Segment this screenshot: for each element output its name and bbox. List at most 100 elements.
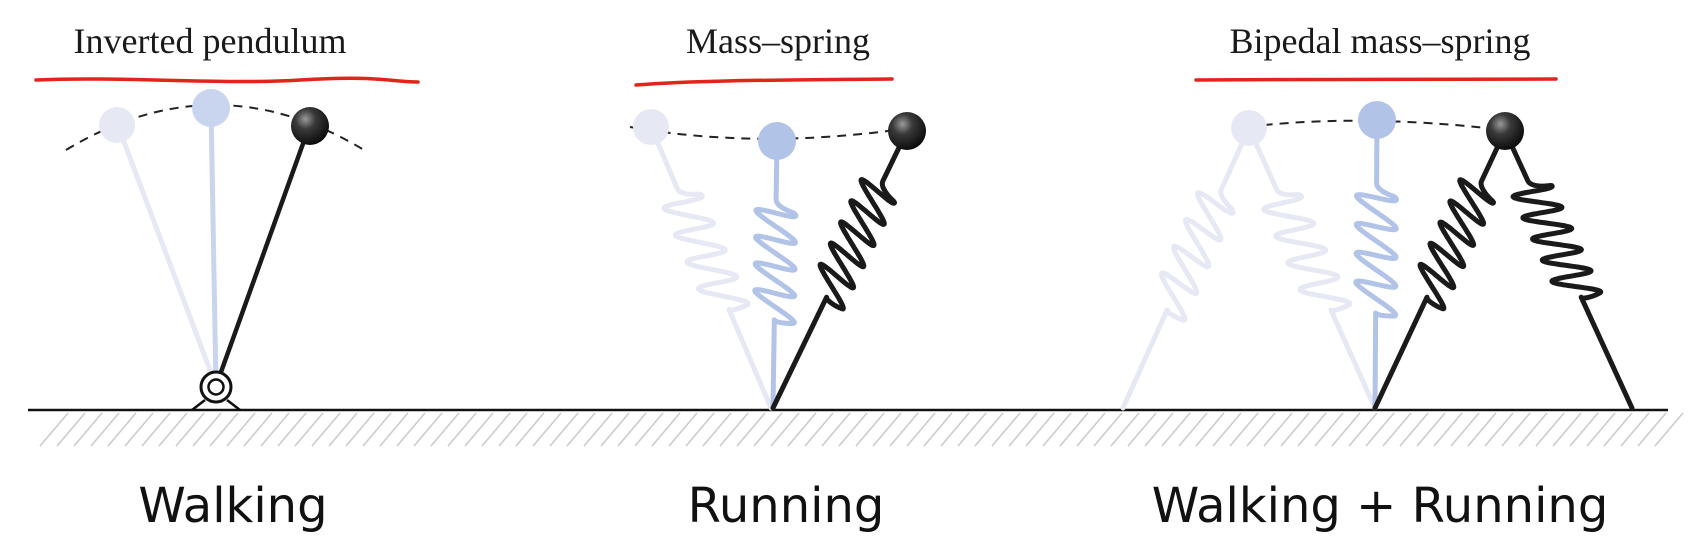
ground-hatch-stroke bbox=[1263, 412, 1293, 447]
ground-hatch-stroke bbox=[1535, 412, 1565, 447]
ground-hatch-stroke bbox=[991, 412, 1021, 447]
spring-leg-path bbox=[1246, 125, 1378, 411]
ground-hatch-stroke bbox=[260, 412, 290, 447]
ground-hatch-stroke bbox=[1399, 412, 1429, 447]
ground-hatch-stroke bbox=[719, 412, 749, 447]
ground-hatch-stroke bbox=[1552, 412, 1582, 447]
ground-hatch-stroke bbox=[90, 412, 120, 447]
ground-hatch-stroke bbox=[1467, 412, 1497, 447]
ground-hatch-stroke bbox=[1195, 412, 1225, 447]
ground-hatch-stroke bbox=[1110, 412, 1140, 447]
mass-spring-mass-ghost-middle bbox=[758, 122, 796, 160]
ground-hatch-stroke bbox=[957, 412, 987, 447]
spring-leg-path bbox=[770, 128, 910, 411]
ground-hatch-stroke bbox=[1246, 412, 1276, 447]
bipedal-leg-front bbox=[1502, 128, 1635, 411]
ground-hatch-stroke bbox=[1603, 412, 1633, 447]
ground-hatch-stroke bbox=[753, 412, 783, 447]
panel-1-title-underline bbox=[34, 76, 420, 84]
ground-hatch-stroke bbox=[1297, 412, 1327, 447]
pivot-support bbox=[191, 399, 241, 411]
ground-hatch-stroke bbox=[1637, 412, 1667, 447]
pendulum-leg bbox=[213, 126, 312, 387]
ground-hatch-stroke bbox=[294, 412, 324, 447]
pendulum-mass-ghost-left bbox=[99, 107, 135, 143]
ground-hatch-stroke bbox=[566, 412, 596, 447]
panel-1-caption: Walking bbox=[138, 478, 327, 534]
bipedal-mass-ghost-middle bbox=[1358, 101, 1396, 139]
ground-hatch-stroke bbox=[1416, 412, 1446, 447]
ground-hatch-stroke bbox=[277, 412, 307, 447]
ground-hatch-stroke bbox=[923, 412, 953, 447]
ground-hatch-stroke bbox=[736, 412, 766, 447]
ground-hatch-stroke bbox=[328, 412, 358, 447]
inverted-pendulum-model bbox=[65, 89, 365, 411]
ground-hatch-stroke bbox=[872, 412, 902, 447]
pendulum-mass-ghost-middle bbox=[192, 89, 230, 127]
ground-hatch-stroke bbox=[447, 412, 477, 447]
ground-hatch-stroke bbox=[1076, 412, 1106, 447]
ground-hatch-stroke bbox=[1450, 412, 1480, 447]
ground-hatch-stroke bbox=[1144, 412, 1174, 447]
ground-hatch-stroke bbox=[396, 412, 426, 447]
ground-hatch-stroke bbox=[651, 412, 681, 447]
ground-hatch-stroke bbox=[1229, 412, 1259, 447]
ground-hatch-stroke bbox=[889, 412, 919, 447]
ground-hatch-stroke bbox=[787, 412, 817, 447]
ground-hatch-stroke bbox=[141, 412, 171, 447]
ground-hatch-stroke bbox=[430, 412, 460, 447]
ground-hatch-stroke bbox=[1484, 412, 1514, 447]
bipedal-mass-spring-model bbox=[1120, 101, 1635, 411]
ground-hatch-stroke bbox=[1586, 412, 1616, 447]
pivot-joint-inner bbox=[207, 378, 225, 396]
spring-leg-path bbox=[1353, 117, 1399, 411]
ground-hatch-stroke bbox=[1178, 412, 1208, 447]
ground-hatch-stroke bbox=[1518, 412, 1548, 447]
ground-hatch-stroke bbox=[1331, 412, 1361, 447]
ground-hatch-stroke bbox=[906, 412, 936, 447]
ground-hatch-stroke bbox=[175, 412, 205, 447]
ground-hatch-stroke bbox=[311, 412, 341, 447]
panel-3-title-underline bbox=[1194, 77, 1558, 82]
bipedal-leg-ghost-middle bbox=[1353, 117, 1399, 411]
panel-2-title-underline bbox=[634, 77, 894, 87]
ground-hatch-stroke bbox=[770, 412, 800, 447]
ground-hatch-stroke bbox=[1501, 412, 1531, 447]
ground-hatch-stroke bbox=[1314, 412, 1344, 447]
ground-hatch-stroke bbox=[56, 412, 86, 447]
ground-hatch-stroke bbox=[498, 412, 528, 447]
ground-hatch-stroke bbox=[379, 412, 409, 447]
bipedal-leg-ghost-left-leading bbox=[1246, 125, 1378, 411]
ground-hatch-stroke bbox=[1382, 412, 1412, 447]
panel-2-title: Mass–spring bbox=[686, 21, 870, 61]
ground-hatch-stroke bbox=[1042, 412, 1072, 447]
mass-spring-leg-ghost-left bbox=[648, 124, 774, 411]
ground-hatch-stroke bbox=[1161, 412, 1191, 447]
pendulum-leg-ghost-left bbox=[115, 125, 219, 387]
ground-hatch-stroke bbox=[73, 412, 103, 447]
pendulum-mass bbox=[291, 107, 329, 145]
spring-leg-path bbox=[1502, 128, 1635, 411]
ground-hatch-stroke bbox=[668, 412, 698, 447]
mass-spring-leg-ghost-middle bbox=[752, 138, 799, 411]
ground-hatch-stroke bbox=[413, 412, 443, 447]
ground-hatch-stroke bbox=[600, 412, 630, 447]
ground-hatch-stroke bbox=[345, 412, 375, 447]
ground-hatch-stroke bbox=[1025, 412, 1055, 447]
ground-hatch-stroke bbox=[702, 412, 732, 447]
ground-hatch-stroke bbox=[226, 412, 256, 447]
ground-hatch-stroke bbox=[685, 412, 715, 447]
ground-hatch-stroke bbox=[481, 412, 511, 447]
ground-hatch-stroke bbox=[1212, 412, 1242, 447]
ground-hatch-stroke bbox=[243, 412, 273, 447]
ground-hatch-stroke bbox=[532, 412, 562, 447]
ground-hatch-stroke bbox=[464, 412, 494, 447]
ground-hatch-stroke bbox=[1008, 412, 1038, 447]
ground-hatch-stroke bbox=[1093, 412, 1123, 447]
ground-hatch-stroke bbox=[1059, 412, 1089, 447]
ground-hatch-stroke bbox=[1569, 412, 1599, 447]
ground-hatch-stroke bbox=[974, 412, 1004, 447]
ground-hatch-stroke bbox=[39, 412, 69, 447]
ground-hatch-stroke bbox=[821, 412, 851, 447]
